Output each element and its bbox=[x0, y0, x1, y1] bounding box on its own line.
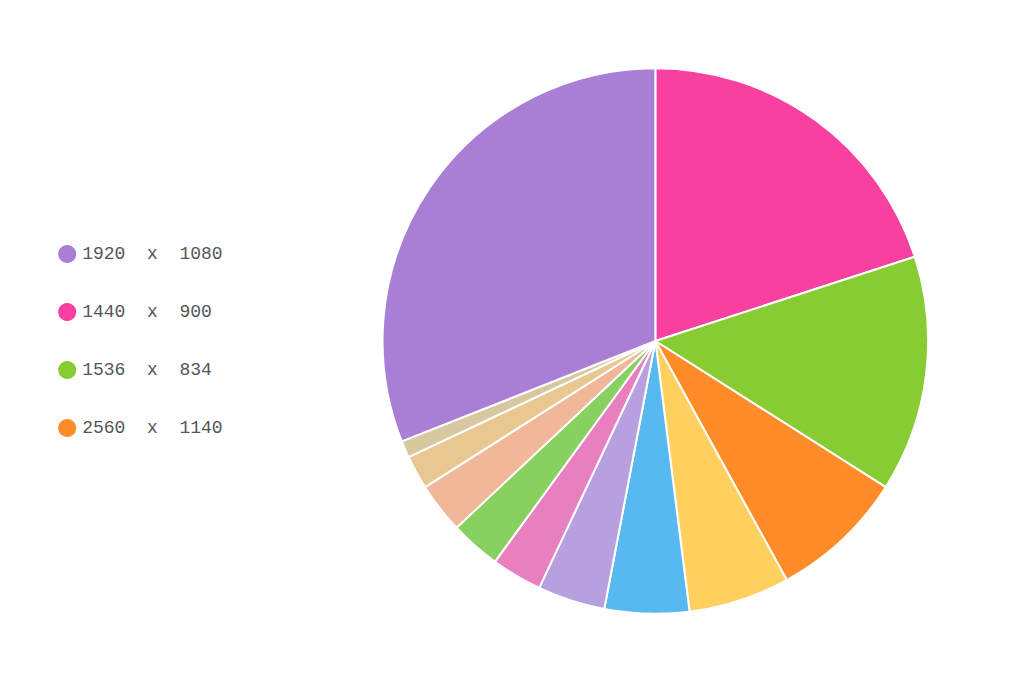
svg-text:1920 x 1080: 1920 x 1080 bbox=[82, 244, 222, 264]
svg-text:1440 x 900: 1440 x 900 bbox=[82, 302, 212, 322]
svg-text:1536 x 834: 1536 x 834 bbox=[82, 360, 212, 380]
svg-text:2560 x 1140: 2560 x 1140 bbox=[82, 418, 222, 438]
